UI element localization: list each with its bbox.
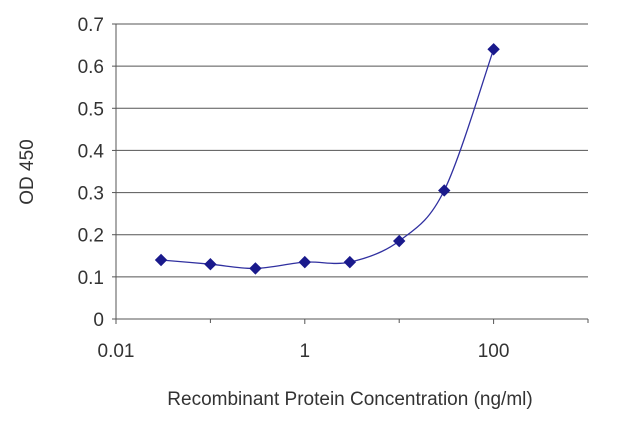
data-point: [438, 184, 451, 197]
y-tick-label: 0.7: [78, 15, 104, 36]
data-point: [343, 255, 357, 269]
data-point: [392, 234, 406, 248]
y-tick-label: 0.2: [78, 226, 104, 247]
y-tick-label: 0.5: [78, 99, 104, 120]
y-axis-label: OD 450: [17, 139, 38, 204]
y-tick-label: 0.1: [78, 268, 104, 289]
data-point: [298, 255, 312, 269]
data-point: [249, 262, 262, 275]
axes: [115, 24, 588, 320]
x-tick-label: 100: [478, 341, 510, 362]
y-ticks: 0 0.1 0.2 0.3 0.4 0.5 0.6 0.7: [78, 15, 116, 331]
series: [154, 43, 500, 275]
y-tick-label: 0.3: [78, 184, 104, 205]
grid: [116, 23, 588, 278]
x-axis-label: Recombinant Protein Concentration (ng/ml…: [167, 389, 532, 410]
data-point: [487, 43, 500, 56]
series-line: [160, 49, 495, 270]
x-tick-label: 0.01: [98, 341, 135, 362]
y-tick-label: 0.6: [78, 57, 104, 78]
y-tick-label: 0.4: [78, 141, 105, 162]
y-tick-label: 0: [93, 310, 104, 331]
x-tick-label: 1: [300, 341, 311, 362]
data-point: [204, 258, 217, 271]
x-ticks: 0.01 1 100: [98, 319, 589, 362]
data-point: [154, 253, 168, 267]
